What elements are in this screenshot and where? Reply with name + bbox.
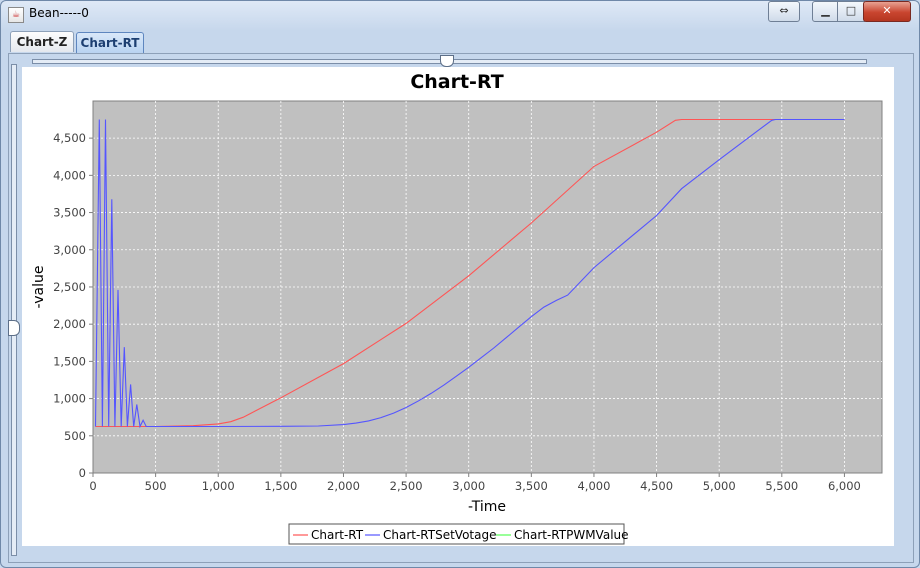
- x-axis-label: -Time: [468, 499, 506, 515]
- y-tick-label: 3,500: [53, 206, 86, 220]
- minimize-icon: ▁: [821, 4, 830, 17]
- y-tick-label: 1,000: [53, 392, 86, 406]
- grid-lines: [93, 101, 882, 473]
- resize-arrows-button[interactable]: ⇔: [768, 1, 800, 22]
- close-icon: ✕: [882, 4, 892, 17]
- plot-area: [92, 100, 883, 474]
- x-tick-label: 4,500: [640, 479, 673, 493]
- y-tick-label: 4,000: [53, 168, 86, 182]
- vertical-slider-thumb[interactable]: [8, 320, 20, 336]
- double-arrow-icon: ⇔: [779, 4, 789, 17]
- y-tick-label: 0: [79, 466, 86, 480]
- y-axis-ticks: 0 500 1,000 1,500 2,000 2,500 3,000 3,500 4,000 4…: [53, 131, 93, 480]
- y-tick-label: 3,000: [53, 243, 86, 257]
- horizontal-slider-thumb[interactable]: [440, 55, 454, 67]
- chart-legend: Chart-RT Chart-RTSetVotage Chart-RTPWMVa…: [288, 523, 629, 545]
- line-chart: Chart-RT 0 500 1,000 1,500 2,000 2,500 3,000 3,…: [31, 71, 883, 545]
- y-tick-label: 2,000: [53, 317, 86, 331]
- chart-panel: Chart-RT 0 500 1,000 1,500 2,000 2,500 3,000 3,…: [22, 67, 894, 546]
- x-tick-label: 500: [145, 479, 167, 493]
- x-tick-label: 4,000: [577, 479, 610, 493]
- java-app-icon: ☕: [8, 7, 24, 23]
- y-axis-label: -value: [31, 266, 47, 309]
- series-lines: [94, 118, 845, 429]
- legend-label-setvotage: Chart-RTSetVotage: [383, 528, 496, 542]
- tab-chart-z[interactable]: Chart-Z: [10, 31, 74, 52]
- series-line-rt: [95, 118, 845, 428]
- tab-chart-rt[interactable]: Chart-RT: [76, 32, 144, 53]
- legend-label-rt: Chart-RT: [311, 528, 364, 542]
- legend-label-pwmvalue: Chart-RTPWMValue: [514, 528, 629, 542]
- series-line-setvotage: [94, 118, 845, 429]
- x-tick-label: 6,000: [828, 479, 861, 493]
- minimize-button[interactable]: ▁: [812, 1, 839, 22]
- x-tick-label: 5,000: [703, 479, 736, 493]
- vertical-slider-track[interactable]: [11, 64, 17, 556]
- maximize-icon: □: [845, 4, 857, 17]
- y-tick-label: 1,500: [53, 354, 86, 368]
- x-tick-label: 2,500: [390, 479, 423, 493]
- x-tick-label: 1,000: [202, 479, 235, 493]
- x-tick-label: 3,500: [515, 479, 548, 493]
- y-tick-label: 500: [64, 429, 86, 443]
- x-tick-label: 1,500: [264, 479, 297, 493]
- chart-title: Chart-RT: [410, 71, 503, 93]
- window-title: Bean-----0: [29, 6, 89, 20]
- y-tick-label: 4,500: [53, 131, 86, 145]
- close-button[interactable]: ✕: [863, 1, 911, 22]
- x-tick-label: 5,500: [765, 479, 798, 493]
- x-tick-label: 2,000: [327, 479, 360, 493]
- x-tick-label: 3,000: [452, 479, 485, 493]
- title-bar[interactable]: ☕ Bean-----0 ⇔ ▁ □ ✕: [0, 0, 918, 28]
- y-tick-label: 2,500: [53, 280, 86, 294]
- x-tick-label: 0: [89, 479, 96, 493]
- maximize-button[interactable]: □: [837, 1, 865, 22]
- legend-box: [288, 523, 625, 545]
- x-axis-ticks: 0 500 1,000 1,500 2,000 2,500 3,000 3,500 4,000 4…: [89, 473, 861, 493]
